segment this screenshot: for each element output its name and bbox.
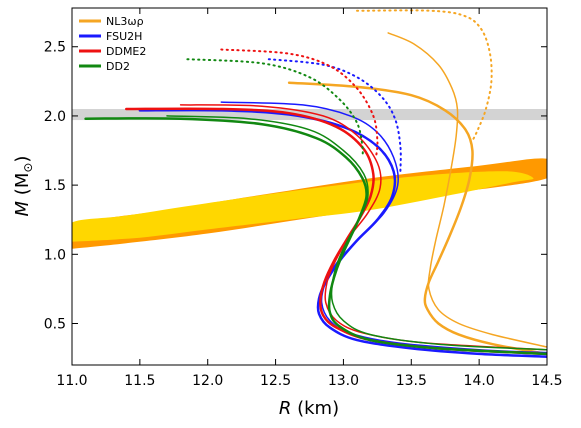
series-3-curve-3 — [220, 48, 379, 159]
y-axis-label-sun: ⊙ — [21, 163, 35, 173]
x-axis-label-symbol: R — [279, 398, 292, 419]
legend-label-3: DDME2 — [106, 45, 146, 58]
x-tick-label: 14.5 — [531, 373, 562, 389]
y-tick-label: 1.5 — [44, 178, 66, 194]
y-tick-label: 1.0 — [44, 247, 66, 263]
x-tick-label: 13.0 — [328, 373, 359, 389]
series-1-curve-2 — [387, 32, 547, 348]
plot-frame — [71, 7, 548, 366]
ticks-layer: 11.0 11.5 12.0 12.5 13.0 13.5 14.0 14.5 0.5 1.0 1.… — [44, 8, 563, 389]
y-axis-label: M (M⊙) — [12, 156, 35, 217]
x-tick-label: 14.0 — [464, 373, 495, 389]
y-axis-label-unit: (M — [12, 173, 33, 201]
constraint-ellipse-2 — [72, 171, 534, 242]
legend: NL3ωρ FSU2H DDME2 DD2 — [79, 15, 146, 73]
y-axis-label-close: ) — [12, 156, 33, 163]
y-tick-label: 2.5 — [44, 40, 66, 56]
x-tick-label: 12.0 — [192, 373, 223, 389]
series-4-curve-2 — [166, 115, 547, 351]
legend-label-2: FSU2H — [106, 30, 142, 43]
x-tick-label: 11.0 — [56, 373, 87, 389]
x-tick-label: 12.5 — [260, 373, 291, 389]
bands-layer — [72, 109, 547, 121]
series-2-curve-2 — [220, 101, 547, 354]
x-tick-label: 13.5 — [396, 373, 427, 389]
x-tick-label: 11.5 — [124, 373, 155, 389]
x-axis-label-unit: (km) — [291, 398, 339, 419]
y-axis-label-symbol: M — [12, 200, 33, 216]
legend-label-1: NL3ωρ — [106, 15, 144, 28]
series-1-curve-1 — [287, 81, 547, 356]
series-2-curve-3 — [267, 58, 402, 173]
series-layer — [84, 9, 547, 358]
series-4-curve-1 — [84, 117, 547, 356]
x-axis-label: R (km) — [279, 398, 339, 419]
legend-label-4: DD2 — [106, 60, 130, 73]
y-tick-label: 0.5 — [44, 316, 66, 332]
maximum-mass-band — [72, 109, 547, 121]
y-tick-label: 2.0 — [44, 109, 66, 125]
series-4-curve-3 — [186, 58, 364, 159]
constraint-ellipses — [72, 158, 547, 249]
series-1-curve-3 — [356, 9, 493, 142]
